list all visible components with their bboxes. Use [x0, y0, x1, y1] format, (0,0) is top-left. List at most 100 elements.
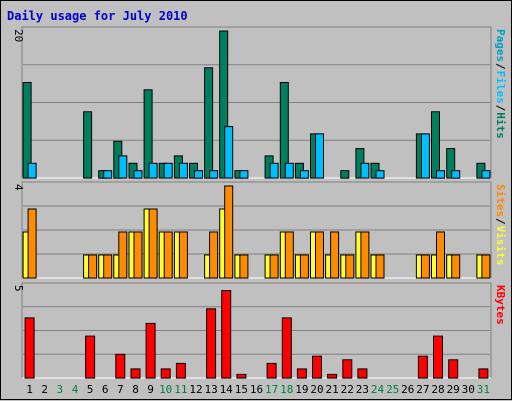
- x-tick-label-day-14: 14: [220, 383, 234, 396]
- x-tick-label-day-8: 8: [132, 383, 139, 396]
- bar-sites-day-1: [27, 208, 37, 279]
- x-tick-label-day-22: 22: [341, 383, 354, 396]
- x-tick-label-day-21: 21: [325, 383, 338, 396]
- bar-files-day-11: [178, 162, 188, 179]
- x-tick-label-day-31: 31: [477, 383, 490, 396]
- bar-hits-day-1: [22, 82, 32, 179]
- bar-hits-day-22: [340, 170, 350, 179]
- bar-sites-day-22: [345, 254, 355, 279]
- bar-kbytes-day-8: [130, 368, 141, 379]
- bar-kbytes-day-28: [433, 335, 443, 379]
- bar-sites-day-17: [269, 254, 279, 279]
- bar-sites-day-14: [224, 185, 234, 279]
- bar-files-day-27: [420, 133, 430, 179]
- bar-sites-day-18: [284, 231, 294, 279]
- x-tick-label-day-7: 7: [117, 383, 124, 396]
- x-tick-label-day-5: 5: [87, 383, 94, 396]
- x-tick-label-day-23: 23: [356, 383, 369, 396]
- bar-hits-day-29: [446, 148, 456, 179]
- bar-sites-day-27: [420, 254, 430, 279]
- bar-hits-day-5: [83, 111, 93, 179]
- bar-kbytes-day-15: [236, 373, 247, 379]
- bar-kbytes-day-7: [115, 353, 126, 379]
- x-tick-label-day-16: 16: [250, 383, 263, 396]
- chart-title: Daily usage for July 2010: [7, 9, 188, 23]
- bar-hits-day-13: [204, 67, 214, 179]
- x-tick-label-day-3: 3: [56, 383, 63, 396]
- bar-sites-day-21: [330, 231, 340, 279]
- bar-sites-day-20: [315, 231, 324, 279]
- bar-kbytes-day-22: [342, 359, 353, 379]
- bar-kbytes-day-20: [312, 355, 322, 379]
- bar-files-day-8: [133, 170, 143, 179]
- bar-files-day-15: [239, 170, 249, 179]
- x-tick-label-day-13: 13: [204, 383, 217, 396]
- bar-kbytes-day-5: [85, 335, 96, 379]
- x-tick-label-day-1: 1: [26, 383, 33, 396]
- scale-label: 20: [12, 29, 25, 42]
- bar-files-day-31: [481, 170, 491, 179]
- bar-kbytes-day-9: [145, 322, 156, 379]
- bar-sites-day-28: [436, 231, 445, 279]
- x-tick-label-day-19: 19: [295, 383, 308, 396]
- x-tick-label-day-4: 4: [72, 383, 79, 396]
- x-tick-label-day-24: 24: [371, 383, 385, 396]
- legend-sites-visits-2: Visits: [494, 226, 507, 266]
- x-tick-label-day-9: 9: [147, 383, 154, 396]
- scale-label: 5: [12, 285, 25, 292]
- x-tick-label-day-17: 17: [265, 383, 278, 396]
- scale-label: 4: [12, 184, 25, 191]
- bar-files-day-29: [451, 170, 461, 179]
- bar-sites-day-31: [481, 254, 491, 279]
- x-tick-label-day-30: 30: [462, 383, 475, 396]
- x-tick-label-day-26: 26: [401, 383, 414, 396]
- bar-hits-day-14: [219, 30, 229, 179]
- x-tick-label-day-15: 15: [235, 383, 248, 396]
- bar-files-day-13: [209, 170, 219, 179]
- bar-sites-day-24: [375, 254, 385, 279]
- bar-files-day-6: [103, 170, 113, 179]
- bar-kbytes-day-13: [206, 308, 217, 379]
- bar-kbytes-day-23: [357, 368, 368, 379]
- legend-hits-files-pages-2: Files: [494, 71, 507, 104]
- bar-kbytes-day-14: [221, 290, 232, 379]
- bar-files-day-24: [375, 170, 385, 179]
- bar-sites-day-15: [239, 254, 249, 279]
- bar-files-day-17: [269, 162, 279, 179]
- bar-sites-day-11: [178, 231, 188, 279]
- bar-hits-day-28: [431, 111, 440, 179]
- bar-files-day-28: [436, 170, 445, 179]
- bar-files-day-9: [148, 162, 158, 179]
- x-tick-label-day-2: 2: [41, 383, 48, 396]
- x-tick-label-day-29: 29: [447, 383, 460, 396]
- bar-kbytes-day-1: [24, 317, 35, 379]
- bar-files-day-10: [163, 162, 173, 179]
- bar-sites-day-9: [148, 208, 158, 279]
- bar-kbytes-day-11: [175, 362, 186, 379]
- bar-sites-day-23: [360, 231, 370, 279]
- bar-kbytes-day-19: [296, 368, 307, 379]
- x-tick-label-day-20: 20: [310, 383, 323, 396]
- bar-files-day-19: [299, 170, 309, 179]
- bar-files-day-7: [118, 155, 128, 179]
- x-tick-label-day-6: 6: [102, 383, 109, 396]
- legend-hits-files-pages-0: Pages: [494, 29, 507, 62]
- legend-sites-visits-1: /: [494, 218, 507, 225]
- legend-kbytes-0: KBytes: [494, 285, 507, 325]
- x-tick-label-day-11: 11: [174, 383, 187, 396]
- legend-hits-files-pages-3: /: [494, 105, 507, 112]
- bar-files-day-23: [360, 162, 370, 179]
- bar-files-day-18: [284, 162, 294, 179]
- bar-sites-day-5: [88, 254, 98, 279]
- bar-sites-day-7: [118, 231, 128, 279]
- bar-sites-day-19: [299, 254, 309, 279]
- bar-sites-day-10: [163, 231, 173, 279]
- x-tick-label-day-12: 12: [189, 383, 202, 396]
- bar-sites-day-8: [133, 231, 143, 279]
- bar-sites-day-6: [103, 254, 113, 279]
- bar-kbytes-day-29: [448, 359, 459, 379]
- bar-files-day-20: [315, 133, 324, 179]
- bar-hits-day-9: [143, 89, 153, 179]
